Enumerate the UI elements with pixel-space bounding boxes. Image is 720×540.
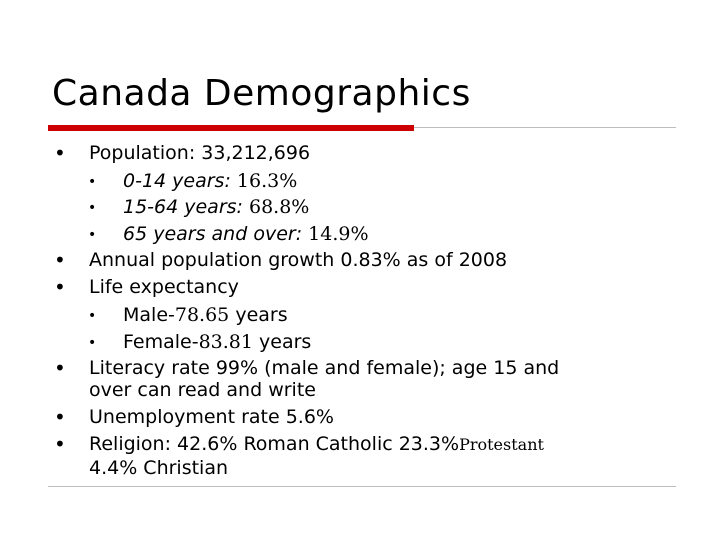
population-growth-text: Annual population growth 0.83% as of 200… xyxy=(89,249,508,271)
age-65-over-label: 65 years and over: xyxy=(123,223,309,245)
sub-bullet: • xyxy=(88,174,97,190)
title-accent-rule xyxy=(48,125,414,131)
bullet: • xyxy=(54,405,66,429)
literacy-line-1: Literacy rate 99% (male and female); age… xyxy=(89,357,560,379)
female-unit: years xyxy=(252,331,312,353)
life-expectancy-text: Life expectancy xyxy=(89,276,239,298)
title-divider-rule xyxy=(414,127,676,128)
male-value: 78.65 xyxy=(174,304,230,326)
slide-title: Canada Demographics xyxy=(52,73,471,114)
population-label: Population: xyxy=(89,142,202,164)
sub-bullet: • xyxy=(88,308,97,324)
religion-line-1: Religion: 42.6% Roman Catholic 23.3% xyxy=(89,433,460,455)
bullet: • xyxy=(54,141,66,165)
sub-bullet: • xyxy=(88,227,97,243)
male-label: Male- xyxy=(123,304,175,326)
sub-bullet: • xyxy=(88,200,97,216)
age-65-over-value: 14.9% xyxy=(308,223,369,245)
bottom-divider-rule xyxy=(48,486,676,487)
bullet: • xyxy=(54,356,66,380)
religion-protestant: Protestant xyxy=(459,435,544,454)
male-unit: years xyxy=(229,304,288,326)
bullet: • xyxy=(54,432,66,456)
female-label: Female- xyxy=(123,331,199,353)
unemployment-text: Unemployment rate 5.6% xyxy=(89,406,334,428)
religion-line-2: 4.4% Christian xyxy=(89,457,229,479)
sub-bullet: • xyxy=(88,335,97,351)
age-15-64-label: 15-64 years: xyxy=(123,196,249,218)
literacy-line-2: over can read and write xyxy=(89,379,316,401)
bullet: • xyxy=(54,275,66,299)
bullet: • xyxy=(54,248,66,272)
population-value: 33,212,696 xyxy=(201,142,311,164)
age-15-64-value: 68.8% xyxy=(248,196,310,218)
age-0-14-value: 16.3% xyxy=(236,170,298,192)
age-0-14-label: 0-14 years: xyxy=(123,170,237,192)
female-value: 83.81 xyxy=(198,331,253,353)
